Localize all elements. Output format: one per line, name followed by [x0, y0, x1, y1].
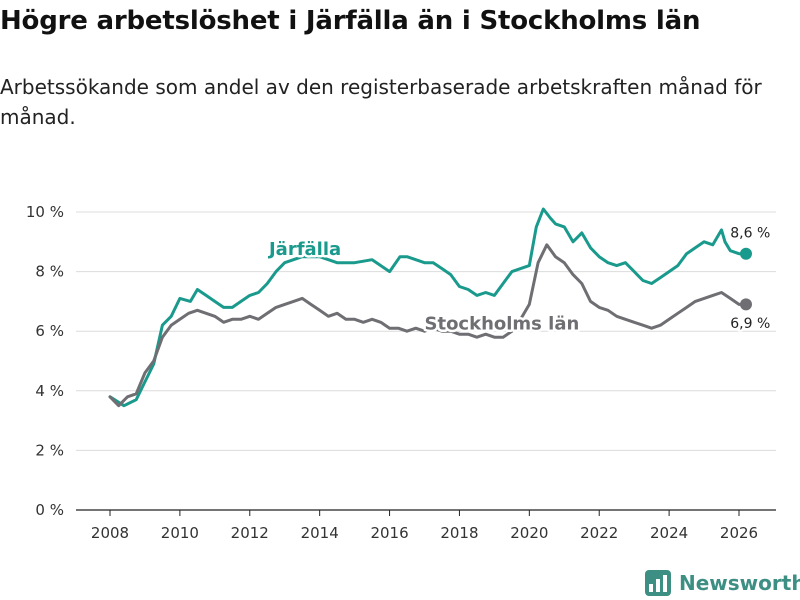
- x-tick-label: 2022: [580, 524, 618, 542]
- x-tick-label: 2024: [650, 524, 688, 542]
- chart-subtitle: Arbetssökande som andel av den registerb…: [0, 75, 762, 129]
- x-tick-label: 2014: [301, 524, 339, 542]
- x-tick-label: 2008: [91, 524, 129, 542]
- x-tick-label: 2020: [510, 524, 548, 542]
- end-label-jarfalla: 8,6 %: [730, 225, 770, 241]
- chart-title: Högre arbetslöshet i Järfälla än i Stock…: [0, 6, 701, 36]
- y-tick-label: 10 %: [26, 203, 64, 221]
- y-tick-label: 6 %: [35, 322, 64, 340]
- series-end-point: [739, 298, 752, 311]
- x-tick-label: 2016: [370, 524, 408, 542]
- gridlines: [76, 211, 776, 451]
- series-end-point: [739, 247, 752, 260]
- x-tick-label: 2026: [720, 524, 758, 542]
- series-label-stockholms-lan: Stockholms län: [425, 314, 580, 335]
- y-tick-label: 0 %: [35, 501, 64, 519]
- x-tick-label: 2012: [231, 524, 269, 542]
- brand-name: Newsworthy: [679, 571, 800, 595]
- y-tick-label: 8 %: [35, 263, 64, 281]
- series-line-jarfalla: [108, 207, 748, 408]
- newsworthy-logo-icon: [645, 570, 671, 596]
- y-tick-label: 2 %: [35, 441, 64, 459]
- x-tick-label: 2010: [161, 524, 199, 542]
- series-label-jarfalla: Järfälla: [267, 239, 341, 260]
- x-tick-label: 2018: [440, 524, 478, 542]
- end-label-stockholms-lan: 6,9 %: [730, 316, 770, 332]
- labels: Järfälla Stockholms län 8,6 % 6,9 %: [264, 223, 772, 337]
- y-tick-label: 4 %: [35, 382, 64, 400]
- brand-logo: Newsworthy: [645, 570, 800, 596]
- axes: 0 % 2 % 4 % 6 % 8 % 10 % 2008 2010 2012 2014 2016 2…: [26, 203, 776, 542]
- series-line-stockholms-lan: [108, 243, 748, 408]
- series-lines: [108, 207, 752, 408]
